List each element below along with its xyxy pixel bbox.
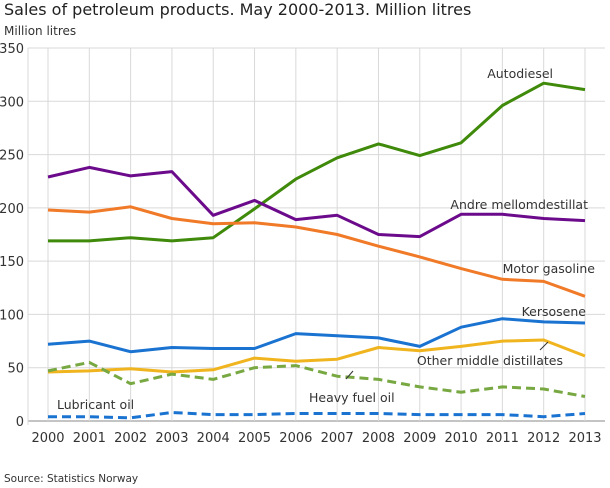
- x-tick-label: 2009: [403, 431, 436, 446]
- series-line-other-middle-distillates: [47, 338, 586, 374]
- series-label: Kersosene: [522, 304, 587, 319]
- x-tick-label: 2013: [568, 431, 601, 446]
- series-line-lubricant-oil: [48, 411, 586, 420]
- source-note: Source: Statistics Norway: [4, 473, 139, 485]
- x-tick-label: 2000: [31, 431, 64, 446]
- y-axis-label: Million litres: [4, 24, 77, 38]
- y-tick-label: 0: [16, 415, 24, 430]
- y-tick-label: 300: [0, 95, 24, 110]
- label-leader-line: [345, 370, 354, 380]
- x-tick-label: 2007: [321, 431, 354, 446]
- y-tick-label: 350: [0, 42, 24, 57]
- series-line-motor-gasoline: [47, 205, 586, 298]
- x-tick-label: 2002: [114, 431, 147, 446]
- y-tick-label: 100: [0, 308, 24, 323]
- x-tick-label: 2004: [197, 431, 230, 446]
- series-label: Andre mellomdestillat: [450, 197, 588, 212]
- x-tick-label: 2011: [486, 431, 519, 446]
- y-tick-label: 200: [0, 202, 24, 217]
- chart-title: Sales of petroleum products. May 2000-20…: [4, 0, 472, 19]
- series-line-andre-mellomdestillat: [47, 165, 586, 239]
- series-label: Lubricant oil: [57, 397, 134, 412]
- x-tick-label: 2012: [527, 431, 560, 446]
- label-leader-line: [539, 341, 549, 351]
- series-label: Other middle distillates: [417, 353, 563, 368]
- series-line-kersosene: [47, 317, 586, 354]
- y-tick-label: 250: [0, 149, 24, 164]
- series-label: Autodiesel: [487, 66, 553, 81]
- series-label: Heavy fuel oil: [309, 390, 395, 405]
- y-tick-label: 50: [7, 362, 24, 377]
- x-tick-label: 2006: [279, 431, 312, 446]
- x-tick-label: 2005: [238, 431, 271, 446]
- series-line-autodiesel: [48, 81, 586, 243]
- x-tick-label: 2008: [362, 431, 395, 446]
- series-label: Motor gasoline: [503, 261, 596, 276]
- x-tick-label: 2003: [155, 431, 188, 446]
- x-tick-label: 2001: [73, 431, 106, 446]
- x-tick-label: 2010: [445, 431, 478, 446]
- y-tick-label: 150: [0, 255, 24, 270]
